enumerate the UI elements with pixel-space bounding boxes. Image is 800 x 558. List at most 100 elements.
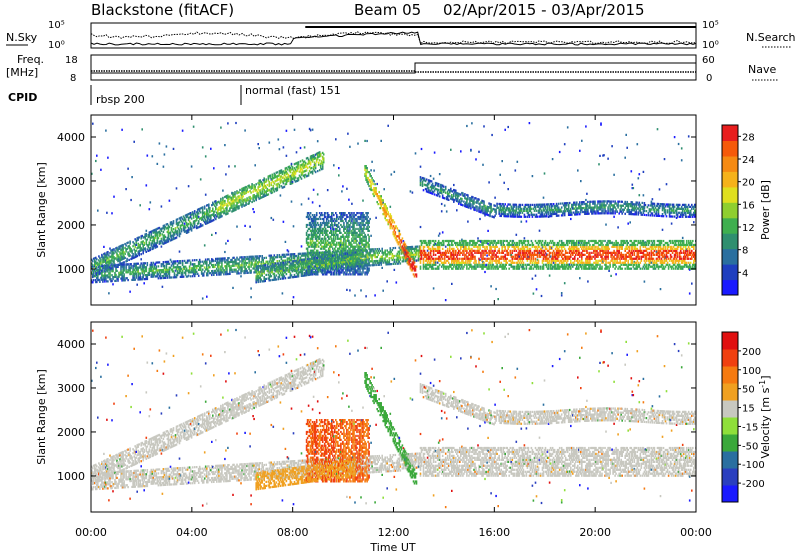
power-cell <box>330 252 332 254</box>
power-cell <box>142 252 144 254</box>
power-cell <box>321 212 323 214</box>
power-cell <box>177 270 179 272</box>
power-cell <box>348 236 350 238</box>
power-cell <box>117 280 119 282</box>
power-cell <box>279 260 281 262</box>
power-noise <box>369 218 371 220</box>
power-cell <box>349 271 351 273</box>
power-cell <box>356 271 358 273</box>
power-cell <box>371 177 373 179</box>
power-cell <box>358 271 360 273</box>
power-cell <box>314 214 316 216</box>
power-noise <box>383 188 385 190</box>
power-cell <box>362 269 364 271</box>
power-cell <box>250 272 252 274</box>
power-cell <box>249 200 251 202</box>
power-cell <box>315 165 317 167</box>
power-cell <box>368 230 370 232</box>
power-cell <box>99 281 101 283</box>
power-noise <box>113 196 115 198</box>
power-cell <box>345 220 347 222</box>
power-noise <box>381 267 383 269</box>
power-cell <box>166 265 168 267</box>
power-cell <box>320 244 322 246</box>
power-cell <box>167 277 169 279</box>
power-cell <box>315 163 317 165</box>
power-cell <box>389 261 391 263</box>
power-cell <box>312 273 314 275</box>
power-cell <box>122 244 124 246</box>
power-cell <box>330 236 332 238</box>
power-cell <box>255 263 257 265</box>
power-cell <box>333 232 335 234</box>
power-cell <box>350 242 352 244</box>
power-cell <box>377 254 379 256</box>
power-noise <box>202 146 204 148</box>
power-cell <box>246 256 248 258</box>
power-cell <box>188 223 190 225</box>
power-cell <box>363 228 365 230</box>
power-cell <box>109 274 111 276</box>
power-cell <box>223 273 225 275</box>
power-cell <box>359 269 361 271</box>
freq-tick-high: 18 <box>65 55 78 66</box>
power-noise <box>312 201 314 203</box>
power-cell <box>208 264 210 266</box>
power-cell <box>228 257 230 259</box>
power-cell <box>333 236 335 238</box>
power-cell <box>323 153 325 155</box>
power-cell <box>405 243 407 245</box>
power-cell <box>309 218 311 220</box>
power-cell <box>108 264 110 266</box>
nsky-tick-low: 10⁰ <box>48 40 65 51</box>
power-cell <box>200 269 202 271</box>
power-cell <box>369 264 371 266</box>
power-cell <box>194 275 196 277</box>
power-cell <box>308 174 310 176</box>
power-cell <box>220 267 222 269</box>
power-cell <box>354 273 356 275</box>
power-cell <box>241 270 243 272</box>
power-cell <box>270 279 272 281</box>
power-cell <box>353 224 355 226</box>
power-cell <box>258 261 260 263</box>
power-cell <box>238 268 240 270</box>
power-cell <box>261 190 263 192</box>
power-cell <box>255 197 257 199</box>
nsearch-tick-high: 10⁵ <box>702 20 719 31</box>
power-cell <box>367 183 369 185</box>
power-cell <box>386 259 388 261</box>
power-cell <box>412 269 414 271</box>
power-cell <box>227 259 229 261</box>
power-cell <box>200 211 202 213</box>
power-cell <box>175 260 177 262</box>
power-cell <box>315 220 317 222</box>
power-cell <box>355 222 357 224</box>
power-cell <box>351 216 353 218</box>
power-cell <box>187 262 189 264</box>
power-noise <box>250 296 252 298</box>
power-cell <box>368 220 370 222</box>
power-noise <box>147 155 149 157</box>
power-cell <box>232 271 234 273</box>
power-cell <box>335 238 337 240</box>
power-cell <box>273 185 275 187</box>
power-cell <box>169 226 171 228</box>
power-cell <box>215 260 217 262</box>
power-noise <box>211 234 213 236</box>
power-cell <box>130 265 132 267</box>
power-cell <box>323 228 325 230</box>
power-cell <box>316 238 318 240</box>
power-cell <box>202 206 204 208</box>
power-cell <box>366 169 368 171</box>
power-cell <box>317 273 319 275</box>
power-cell <box>224 269 226 271</box>
power-cell <box>220 273 222 275</box>
power-cell <box>355 238 357 240</box>
power-cell <box>257 281 259 283</box>
power-cell <box>372 248 374 250</box>
power-cell <box>381 258 383 260</box>
power-cell <box>322 230 324 232</box>
power-cell <box>378 264 380 266</box>
power-cell <box>361 234 363 236</box>
